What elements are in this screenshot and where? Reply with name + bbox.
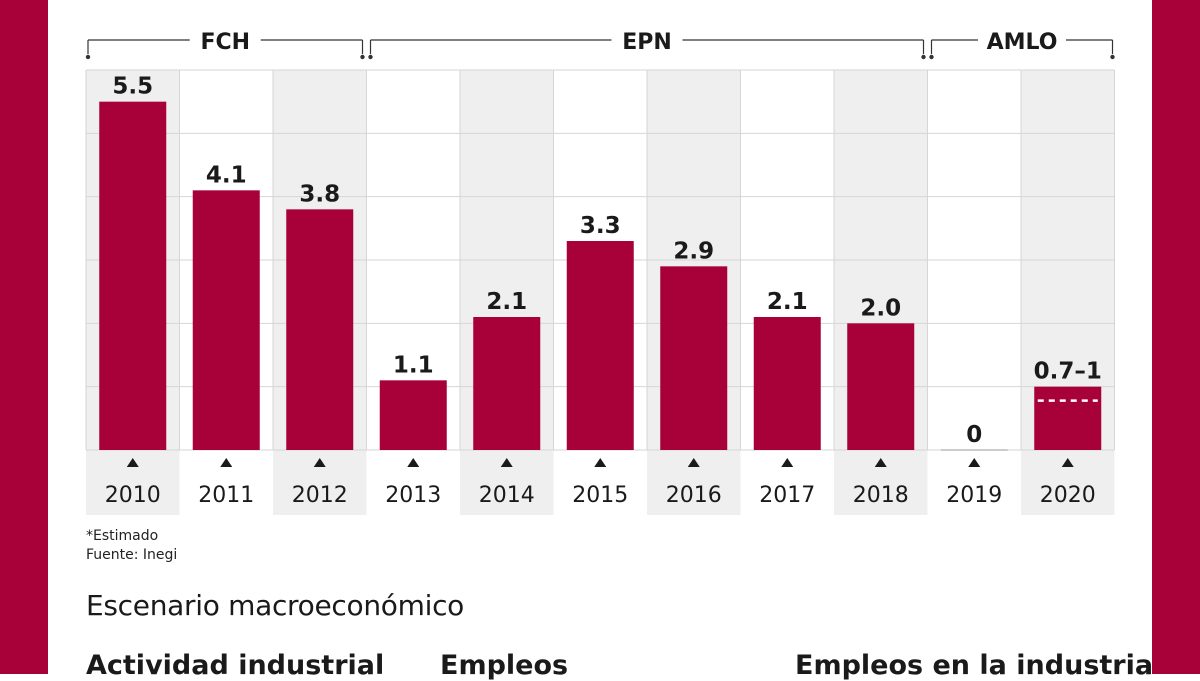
year-marker-icon [781, 458, 794, 467]
value-label: 0 [966, 422, 982, 448]
group-bracket-dot [368, 54, 373, 60]
bar-2014 [473, 317, 541, 450]
year-marker-icon [594, 458, 607, 467]
year-marker-icon [220, 458, 233, 467]
left-accent-band [0, 0, 48, 674]
group-bracket-dot [85, 54, 91, 60]
bar-2020 [1034, 386, 1102, 450]
bar-2011 [192, 190, 260, 451]
bar-2012 [286, 209, 354, 450]
value-label: 0.7–1 [1034, 359, 1102, 385]
group-bracket-dot [921, 54, 926, 60]
bar-2010 [99, 101, 167, 451]
value-label: 2.9 [673, 238, 714, 264]
category-label: 2014 [479, 483, 535, 508]
source-note: Fuente: Inegi [86, 547, 178, 563]
value-label: 2.0 [860, 295, 901, 321]
value-label: 5.5 [112, 74, 153, 100]
subtitle-industrial-activity: Actividad industrial [86, 650, 385, 681]
year-marker-icon [968, 458, 981, 467]
category-label: 2010 [105, 483, 161, 508]
group-label: FCH [200, 30, 250, 55]
value-label: 2.1 [486, 289, 527, 315]
bar-2018 [847, 323, 915, 450]
category-label: 2016 [666, 483, 722, 508]
section-title: Escenario macroeconómico [86, 589, 464, 622]
right-accent-band [1152, 0, 1200, 674]
year-marker-icon [126, 458, 139, 467]
subtitle-jobs: Empleos [440, 650, 569, 681]
category-label: 2011 [198, 483, 254, 508]
category-label: 2018 [853, 483, 909, 508]
group-bracket-dot [360, 54, 365, 60]
category-label: 2019 [946, 483, 1002, 508]
year-marker-icon [407, 458, 420, 467]
year-marker-icon [313, 458, 326, 467]
group-bracket-dot [1110, 54, 1115, 60]
category-label: 2015 [572, 483, 628, 508]
group-label: AMLO [987, 30, 1058, 55]
category-label: 2020 [1040, 483, 1096, 508]
group-label: EPN [622, 30, 672, 55]
gdp-bar-chart: FCH EPN AMLO 5.5 2010 4.1 2011 3.8 2012 1.1 2013 2.… [85, 30, 1115, 515]
bar-2017 [753, 317, 821, 450]
year-marker-icon [874, 458, 887, 467]
value-label: 4.1 [206, 162, 247, 188]
category-label: 2012 [292, 483, 348, 508]
value-label: 1.1 [393, 352, 434, 378]
footnote-estimated: *Estimado [86, 528, 159, 544]
category-label: 2013 [385, 483, 441, 508]
bar-2016 [660, 266, 728, 450]
value-label: 3.3 [580, 213, 621, 239]
year-marker-icon [500, 458, 513, 467]
category-label: 2017 [759, 483, 815, 508]
year-marker-icon [1061, 458, 1074, 467]
year-marker-icon [687, 458, 700, 467]
bar-2013 [379, 380, 447, 450]
value-label: 3.8 [299, 181, 340, 207]
bar-2015 [566, 241, 634, 450]
subtitle-industry-jobs: Empleos en la industria [795, 650, 1154, 681]
group-bracket-dot [929, 54, 934, 60]
value-label: 2.1 [767, 289, 808, 315]
